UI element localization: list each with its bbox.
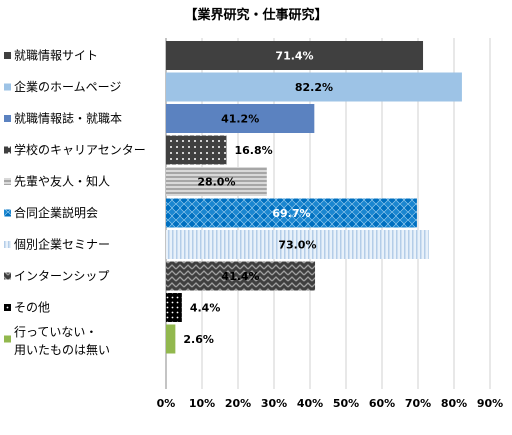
chart-title: 【業界研究・仕事研究】: [184, 8, 328, 23]
x-tick-label: 60%: [369, 397, 395, 410]
category-label: 就職情報サイト: [14, 49, 98, 63]
value-label: 69.7%: [272, 207, 310, 220]
category-label: 就職情報誌・就職本: [14, 111, 122, 126]
x-tick-label: 40%: [297, 397, 323, 410]
x-tick-label: 30%: [261, 397, 287, 410]
value-label: 82.2%: [295, 81, 333, 94]
x-tick-label: 70%: [405, 397, 431, 410]
category-label: 企業のホームページ: [14, 79, 121, 94]
legend-swatch: [4, 272, 11, 280]
legend-swatch: [4, 304, 11, 311]
x-tick-label: 20%: [225, 397, 251, 410]
x-tick-label: 50%: [333, 397, 359, 410]
value-label: 71.4%: [275, 50, 313, 63]
x-tick-label: 80%: [441, 397, 467, 410]
value-label: 2.6%: [183, 333, 214, 346]
bar: [166, 72, 462, 102]
x-tick-label: 0%: [157, 397, 176, 410]
bar: [166, 104, 315, 133]
bar: [166, 41, 424, 70]
legend-swatch: [4, 335, 11, 343]
category-label: 用いたものは無い: [14, 342, 110, 357]
bar: [166, 230, 429, 259]
legend-swatch: [4, 241, 11, 248]
category-label: その他: [14, 301, 50, 315]
bar: [166, 293, 182, 322]
legend-swatch: [4, 209, 11, 217]
value-label: 4.4%: [190, 302, 221, 315]
category-label: 合同企業説明会: [14, 205, 98, 220]
bar: [166, 135, 227, 165]
x-tick-label: 90%: [477, 397, 503, 410]
legend-swatch: [4, 146, 11, 154]
x-tick-label: 10%: [189, 397, 215, 410]
value-label: 28.0%: [197, 176, 235, 189]
legend-swatch: [4, 178, 11, 185]
value-label: 73.0%: [278, 239, 316, 252]
bar: [166, 261, 316, 291]
legend-swatch: [4, 52, 11, 59]
legend-swatch: [4, 83, 11, 91]
category-label: 先輩や友人・知人: [14, 174, 110, 189]
category-label: 行っていない・: [14, 325, 97, 339]
value-label: 16.8%: [234, 144, 272, 157]
value-label: 41.2%: [221, 113, 259, 126]
category-label: 学校のキャリアセンター: [14, 142, 146, 157]
bar: [166, 324, 176, 354]
legend-swatch: [4, 115, 11, 122]
bar: [166, 198, 417, 228]
category-label: インターンシップ: [14, 269, 109, 283]
category-label: 個別企業セミナー: [14, 237, 110, 252]
bar: [166, 167, 267, 196]
value-label: 41.4%: [221, 270, 259, 283]
